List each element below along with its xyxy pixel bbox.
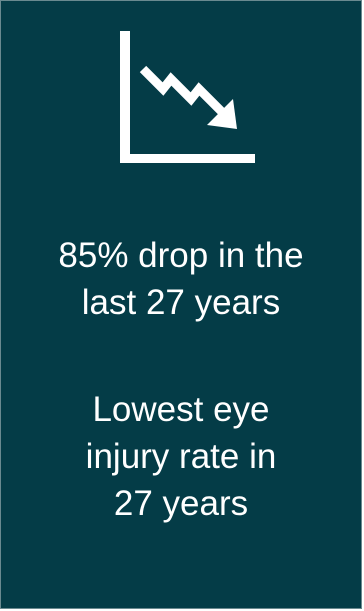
stat-drop-line-1: 85% drop in the [58, 236, 304, 275]
stat-lowest-rate-line-3: 27 years [113, 484, 249, 523]
stat-lowest-rate: Lowest eye injury rate in 27 years [1, 386, 361, 527]
stat-drop: 85% drop in the last 27 years [1, 232, 361, 326]
stat-drop-line-2: last 27 years [81, 283, 281, 322]
trend-down-chart-icon [120, 31, 255, 163]
stat-lowest-rate-line-2: injury rate in [85, 437, 277, 476]
stat-lowest-rate-line-1: Lowest eye [92, 390, 270, 429]
